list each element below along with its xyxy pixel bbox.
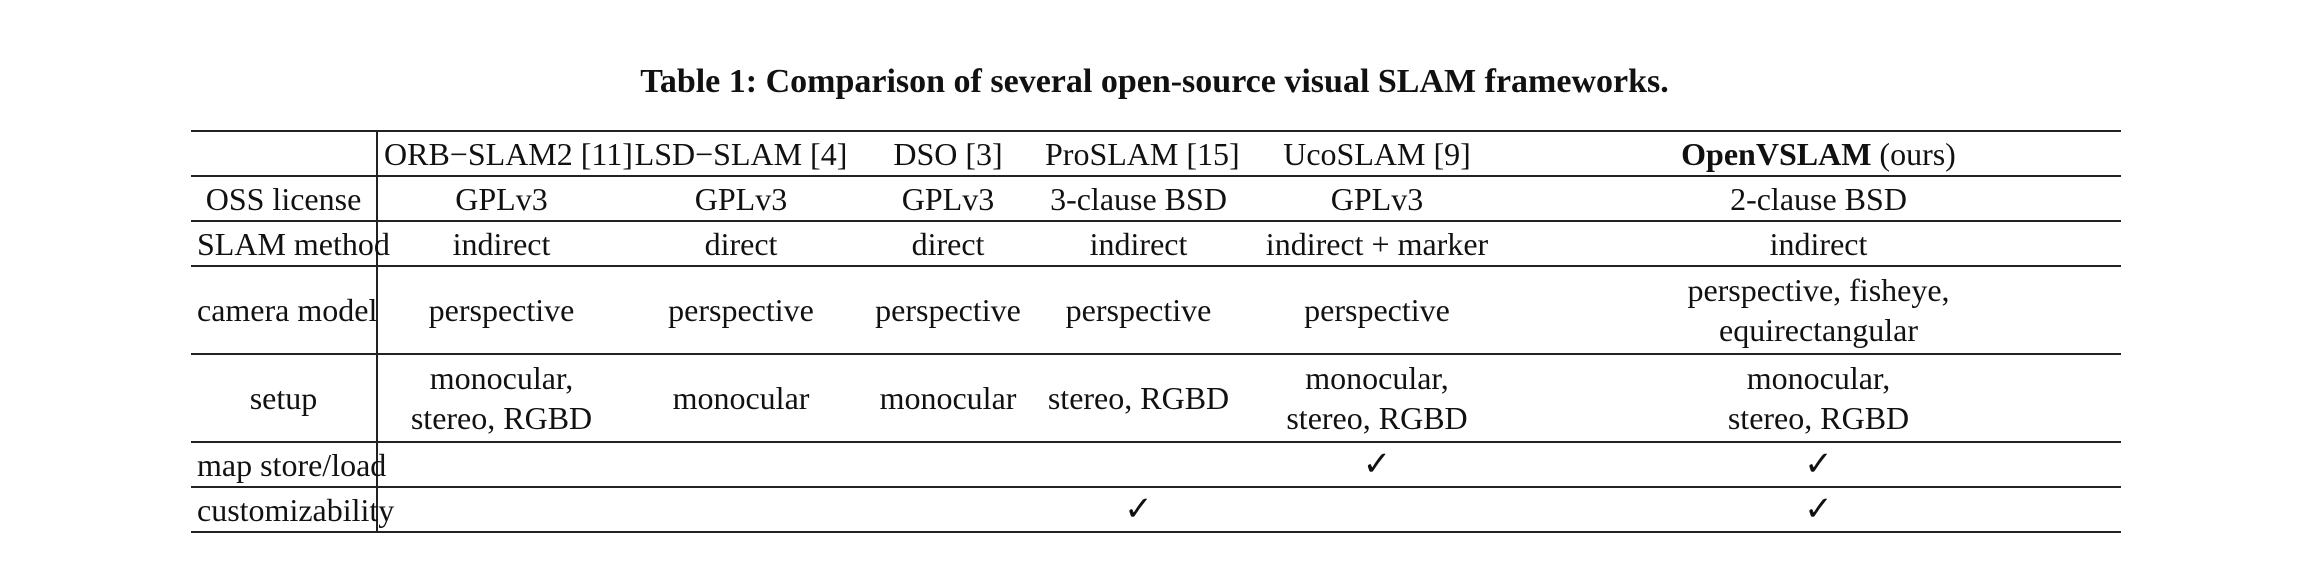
table-cell: direct [625, 220, 857, 267]
table-caption: Table 1: Comparison of several open-sour… [640, 63, 1669, 100]
table-cell [857, 486, 1039, 533]
row-label: customizability [191, 486, 394, 533]
table-cell [625, 486, 857, 533]
comparison-table: ORB−SLAM2 [11] LSD−SLAM [4] DSO [3] ProS… [191, 130, 2121, 533]
column-header-openvslam: OpenVSLAM (ours) [1516, 130, 2121, 177]
table-cell: indirect [1039, 220, 1238, 267]
table-cell [377, 486, 625, 533]
header-corner-cell [191, 130, 378, 177]
cell-line: monocular, [429, 360, 574, 396]
row-label: setup [191, 353, 378, 443]
table-cell [625, 441, 857, 488]
table-cell: monocular [625, 353, 857, 443]
table-cell: indirect [1516, 220, 2121, 267]
table-row-customizability: customizability ✓ ✓ [191, 486, 2121, 533]
table-cell: monocular, stereo, RGBD [1238, 353, 1516, 443]
table-cell [1039, 441, 1238, 488]
table-cell: direct [857, 220, 1039, 267]
column-header-lsd-slam: LSD−SLAM [4] [625, 130, 857, 177]
table-cell: perspective [1238, 265, 1516, 355]
table-row-map-store-load: map store/load ✓ ✓ [191, 441, 2121, 488]
column-header-ucoslam: UcoSLAM [9] [1238, 130, 1516, 177]
table-row-setup: setup monocular, stereo, RGBD monocular m… [191, 353, 2121, 443]
checkmark-icon: ✓ [1516, 486, 2121, 533]
cell-line: perspective, fisheye, [1687, 272, 1950, 308]
header-row: ORB−SLAM2 [11] LSD−SLAM [4] DSO [3] ProS… [191, 130, 2121, 177]
cell-line: monocular, [1746, 360, 1891, 396]
table-cell: 3-clause BSD [1039, 175, 1238, 222]
table-cell: GPLv3 [1238, 175, 1516, 222]
openvslam-name: OpenVSLAM [1681, 135, 1872, 172]
table-cell: perspective [1039, 265, 1238, 355]
table-cell: GPLv3 [857, 175, 1039, 222]
column-header-proslam: ProSLAM [15] [1039, 130, 1240, 177]
checkmark-icon: ✓ [1039, 486, 1238, 533]
checkmark-icon: ✓ [1238, 441, 1516, 488]
table-cell: perspective [625, 265, 857, 355]
column-header-orb-slam2: ORB−SLAM2 [11] [377, 130, 633, 177]
cell-line: equirectangular [1719, 312, 1918, 348]
table-cell [377, 441, 625, 488]
table-row-oss-license: OSS license GPLv3 GPLv3 GPLv3 3-clause B… [191, 175, 2121, 222]
row-label: camera model [191, 265, 378, 355]
table-cell [1238, 486, 1516, 533]
table-row-slam-method: SLAM method indirect direct direct indir… [191, 220, 2121, 267]
table-cell [857, 441, 1039, 488]
table-cell: indirect [377, 220, 625, 267]
table-cell: perspective, fisheye, equirectangular [1516, 265, 2121, 355]
table-cell: perspective [857, 265, 1039, 355]
table-cell: monocular, stereo, RGBD [1516, 353, 2121, 443]
cell-line: monocular, [1305, 360, 1449, 396]
table-cell: GPLv3 [377, 175, 625, 222]
table-cell: GPLv3 [625, 175, 857, 222]
checkmark-icon: ✓ [1516, 441, 2121, 488]
ours-suffix: (ours) [1871, 135, 1956, 172]
table-cell: perspective [377, 265, 625, 355]
column-header-dso: DSO [3] [857, 130, 1039, 177]
row-label: SLAM method [191, 220, 390, 267]
row-label: OSS license [191, 175, 378, 222]
cell-line: stereo, RGBD [1286, 400, 1468, 436]
table-row-camera-model: camera model perspective perspective per… [191, 265, 2121, 355]
table-cell: monocular, stereo, RGBD [377, 353, 625, 443]
table-cell: stereo, RGBD [1039, 353, 1238, 443]
cell-line: stereo, RGBD [410, 400, 593, 436]
table-cell: indirect + marker [1238, 220, 1516, 267]
table-cell: monocular [857, 353, 1039, 443]
row-label: map store/load [191, 441, 386, 488]
table-cell: 2-clause BSD [1516, 175, 2121, 222]
cell-line: stereo, RGBD [1727, 400, 1910, 436]
